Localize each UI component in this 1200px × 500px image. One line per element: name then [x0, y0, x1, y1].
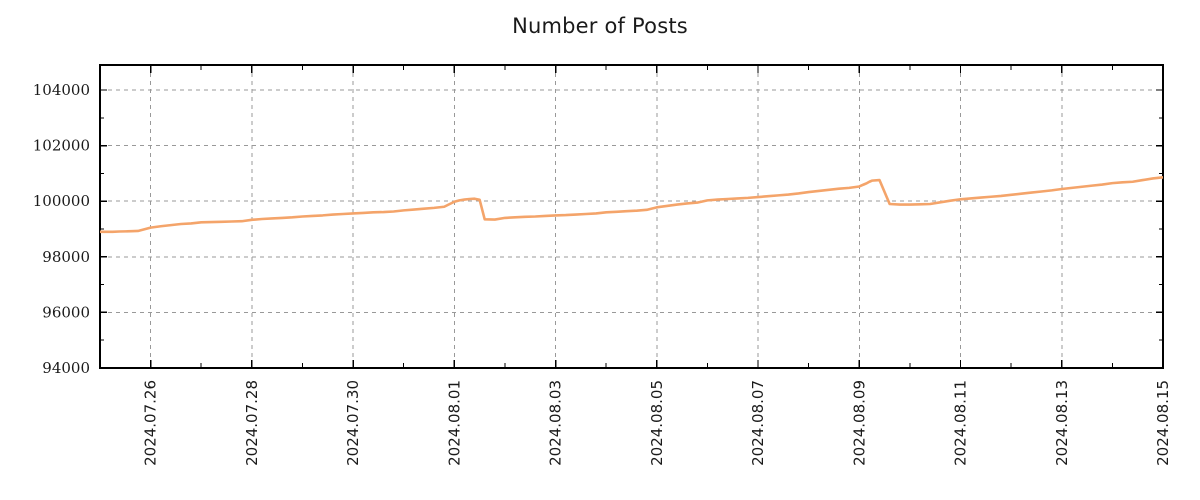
x-tick-label: 2024.08.13 — [1053, 380, 1071, 466]
x-tick-label: 2024.08.01 — [445, 380, 463, 466]
y-axis-ticks — [100, 89, 1163, 369]
x-tick-label: 2024.08.07 — [749, 380, 767, 466]
y-tick-label: 96000 — [42, 303, 90, 321]
x-axis-tick-labels: 2024.07.26 2024.07.28 2024.07.30 2024.08.01… — [142, 380, 1172, 466]
x-tick-label: 2024.08.15 — [1154, 380, 1172, 466]
x-tick-label: 2024.08.09 — [850, 380, 868, 466]
chart-title: Number of Posts — [512, 14, 688, 38]
x-tick-label: 2024.07.28 — [243, 380, 261, 466]
x-tick-label: 2024.07.26 — [142, 380, 160, 466]
x-tick-label: 2024.08.11 — [952, 380, 970, 466]
y-tick-label: 100000 — [33, 192, 90, 210]
data-series-line — [100, 176, 1164, 234]
x-tick-label: 2024.08.05 — [648, 380, 666, 466]
grid-lines — [100, 65, 1164, 369]
y-tick-label: 94000 — [42, 359, 90, 377]
plot-border — [99, 64, 1164, 369]
y-axis-tick-labels: 94000 96000 98000 100000 102000 104000 — [33, 81, 90, 377]
y-tick-label: 98000 — [42, 248, 90, 266]
x-axis-ticks — [99, 65, 1164, 368]
x-tick-label: 2024.08.03 — [547, 380, 565, 466]
x-tick-label: 2024.07.30 — [344, 380, 362, 466]
y-tick-label: 104000 — [33, 81, 90, 99]
y-tick-label: 102000 — [33, 137, 90, 155]
